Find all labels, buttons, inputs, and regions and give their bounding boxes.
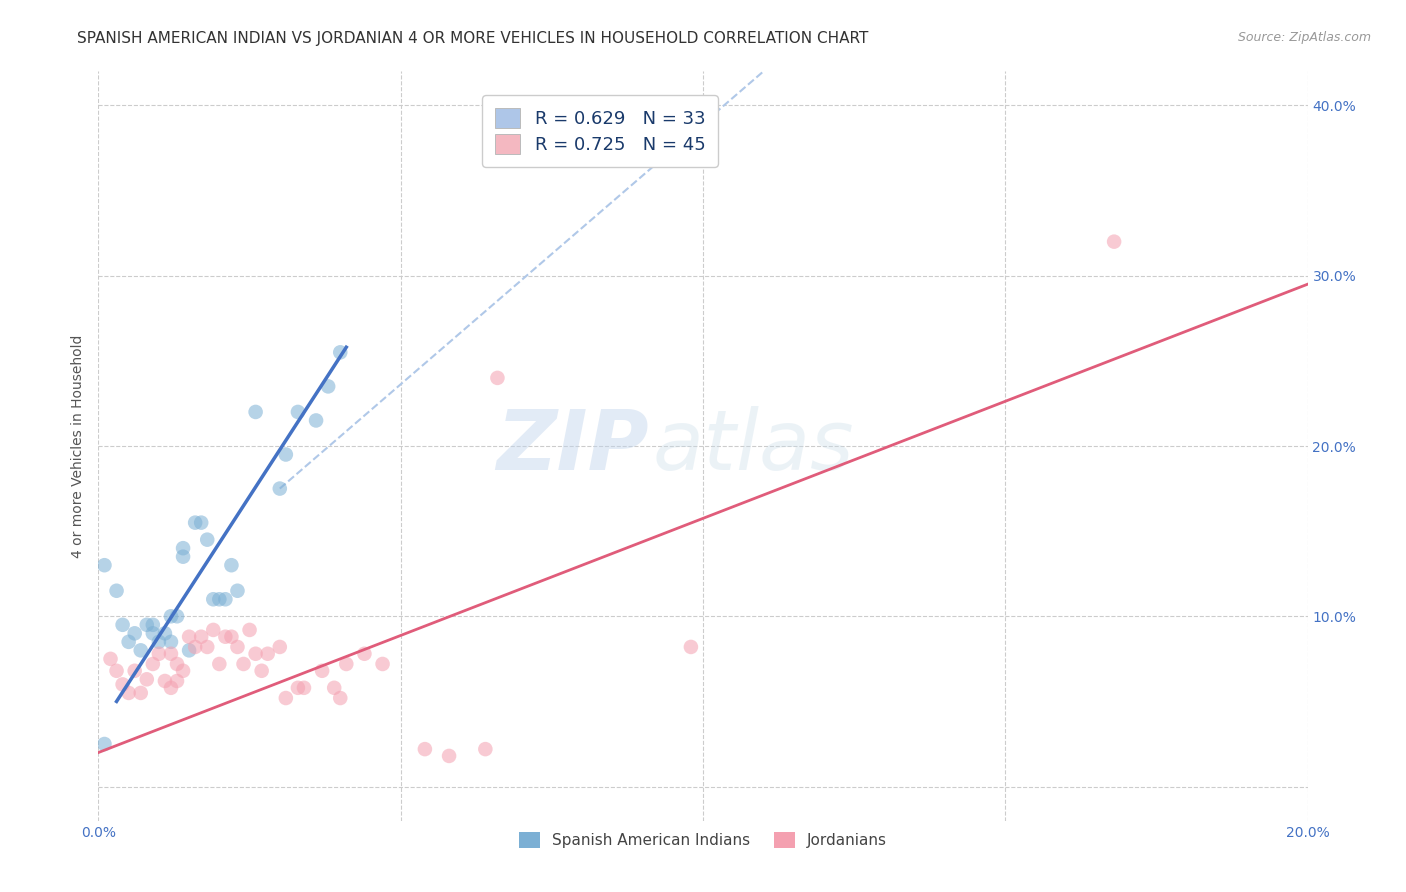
Y-axis label: 4 or more Vehicles in Household: 4 or more Vehicles in Household [70,334,84,558]
Point [160,635,183,649]
Point [221,630,243,644]
Point [287,681,309,695]
Point [437,748,460,763]
Point [195,640,218,654]
Point [111,677,134,691]
Point [124,664,146,678]
Text: atlas: atlas [652,406,853,486]
Point [166,673,188,688]
Legend: Spanish American Indians, Jordanians: Spanish American Indians, Jordanians [513,826,893,855]
Point [148,635,170,649]
Point [142,617,165,632]
Point [269,482,291,496]
Text: ZIP: ZIP [496,406,648,486]
Point [329,691,352,706]
Point [371,657,394,671]
Point [184,516,207,530]
Point [118,635,141,649]
Point [135,617,157,632]
Point [166,609,188,624]
Point [239,623,262,637]
Point [190,516,212,530]
Point [208,657,231,671]
Point [305,413,328,427]
Point [93,558,115,573]
Point [316,379,339,393]
Point [153,673,176,688]
Point [474,742,496,756]
Point [184,640,207,654]
Point [111,617,134,632]
Point [353,647,375,661]
Point [160,681,183,695]
Point [160,609,183,624]
Point [179,643,201,657]
Point [232,657,254,671]
Point [190,630,212,644]
Point [142,626,165,640]
Point [148,647,170,661]
Point [124,626,146,640]
Point [274,448,297,462]
Point [250,664,273,678]
Point [172,549,194,564]
Point [323,681,346,695]
Point [226,583,249,598]
Point [274,691,297,706]
Point [142,657,165,671]
Point [311,664,333,678]
Point [153,626,176,640]
Point [195,533,218,547]
Text: Source: ZipAtlas.com: Source: ZipAtlas.com [1237,31,1371,45]
Point [256,647,278,661]
Point [129,643,152,657]
Point [118,686,141,700]
Point [105,664,128,678]
Point [292,681,315,695]
Point [160,647,183,661]
Point [166,657,188,671]
Point [245,405,267,419]
Point [1102,235,1125,249]
Point [202,592,225,607]
Point [486,371,509,385]
Point [100,652,122,666]
Point [93,737,115,751]
Point [179,630,201,644]
Point [269,640,291,654]
Point [208,592,231,607]
Point [129,686,152,700]
Point [221,558,243,573]
Text: SPANISH AMERICAN INDIAN VS JORDANIAN 4 OR MORE VEHICLES IN HOUSEHOLD CORRELATION: SPANISH AMERICAN INDIAN VS JORDANIAN 4 O… [77,31,869,46]
Point [226,640,249,654]
Point [329,345,352,359]
Point [214,592,236,607]
Point [413,742,436,756]
Point [335,657,357,671]
Point [245,647,267,661]
Point [172,541,194,556]
Point [172,664,194,678]
Point [105,583,128,598]
Point [135,673,157,687]
Point [287,405,309,419]
Point [679,640,702,654]
Point [214,630,236,644]
Point [202,623,225,637]
